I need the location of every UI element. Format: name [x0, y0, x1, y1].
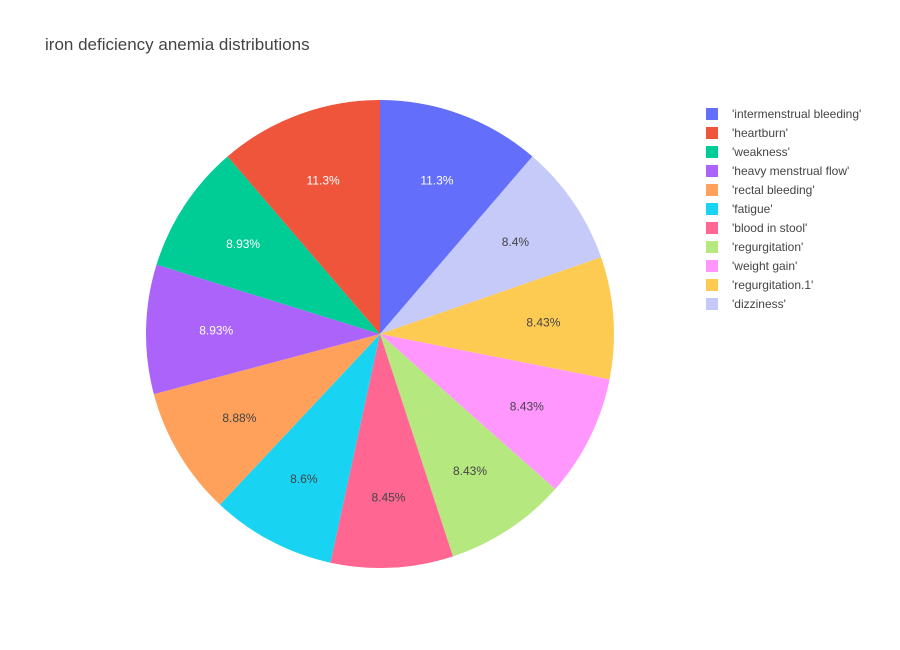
legend-label: 'heavy menstrual flow' [732, 164, 849, 178]
pie-slice [153, 334, 380, 505]
legend-swatch [706, 127, 718, 139]
slice-percent-label: 8.4% [502, 235, 530, 249]
legend-label: 'weakness' [732, 145, 790, 159]
legend-label: 'dizziness' [732, 297, 786, 311]
legend-swatch [706, 241, 718, 253]
legend-label: 'rectal bleeding' [732, 183, 815, 197]
legend-swatch [706, 260, 718, 272]
pie-slice [330, 334, 453, 568]
pie-slice [219, 334, 380, 563]
slice-percent-label: 8.93% [226, 237, 260, 251]
pie-slice [227, 100, 380, 334]
pie-slice [380, 156, 602, 334]
slice-percent-label: 8.6% [290, 472, 318, 486]
legend-item[interactable]: 'weight gain' [706, 259, 797, 273]
legend-swatch [706, 222, 718, 234]
legend: 'intermenstrual bleeding' 'heartburn' 'wea… [706, 107, 861, 311]
legend-item[interactable]: 'heartburn' [706, 126, 788, 140]
legend-swatch [706, 298, 718, 310]
slice-percent-label: 8.45% [371, 491, 405, 505]
slice-percent-label: 11.3% [307, 173, 340, 187]
legend-swatch [706, 146, 718, 158]
legend-label: 'fatigue' [732, 202, 773, 216]
legend-label: 'regurgitation.1' [732, 278, 813, 292]
slice-percent-label: 8.43% [453, 464, 487, 478]
pie-slice [156, 156, 380, 334]
pie-slice-labels: 11.3% 8.4% 8.43% 8.43% 8.43% 8.45% 8.6% 8.88% 8.… [199, 173, 561, 504]
legend-label: 'intermenstrual bleeding' [732, 107, 861, 121]
legend-item[interactable]: 'fatigue' [706, 202, 773, 216]
legend-item[interactable]: 'intermenstrual bleeding' [706, 107, 861, 121]
slice-percent-label: 8.93% [199, 324, 233, 338]
slice-percent-label: 8.43% [510, 400, 544, 414]
chart-title: iron deficiency anemia distributions [45, 35, 310, 54]
legend-item[interactable]: 'regurgitation' [706, 240, 803, 254]
legend-swatch [706, 165, 718, 177]
legend-label: 'regurgitation' [732, 240, 803, 254]
legend-item[interactable]: 'dizziness' [706, 297, 786, 311]
legend-item[interactable]: 'regurgitation.1' [706, 278, 813, 292]
legend-label: 'heartburn' [732, 126, 788, 140]
legend-label: 'weight gain' [732, 259, 797, 273]
slice-percent-label: 11.3% [420, 173, 453, 187]
slice-percent-label: 8.43% [526, 316, 560, 330]
pie-slice [146, 264, 380, 395]
pie-slice [380, 257, 615, 380]
pie-slice [380, 334, 556, 557]
legend-swatch [706, 184, 718, 196]
legend-item[interactable]: 'rectal bleeding' [706, 183, 815, 197]
legend-swatch [706, 203, 718, 215]
pie-slice [380, 334, 610, 490]
slice-percent-label: 8.88% [222, 411, 256, 425]
legend-swatch [706, 279, 718, 291]
legend-label: 'blood in stool' [732, 221, 807, 235]
legend-item[interactable]: 'weakness' [706, 145, 790, 159]
pie-slices [146, 100, 615, 568]
legend-swatch [706, 108, 718, 120]
legend-item[interactable]: 'heavy menstrual flow' [706, 164, 849, 178]
pie-slice [380, 100, 533, 334]
legend-item[interactable]: 'blood in stool' [706, 221, 807, 235]
